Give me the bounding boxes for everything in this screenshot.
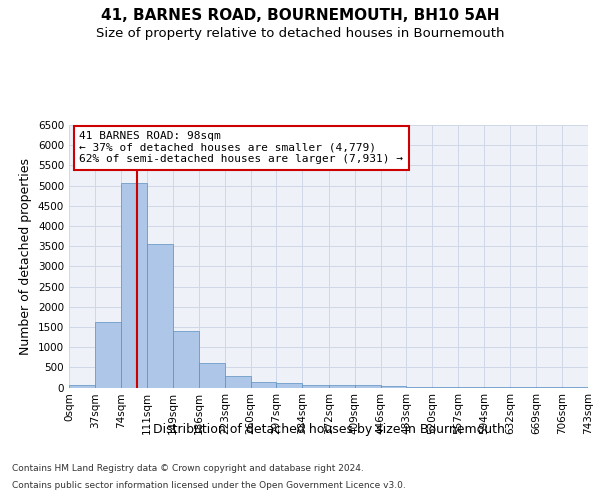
Text: Contains public sector information licensed under the Open Government Licence v3: Contains public sector information licen…	[12, 481, 406, 490]
Bar	[355, 386, 380, 388]
Bar	[302, 384, 329, 388]
Bar	[251, 382, 277, 388]
Bar	[121, 183, 146, 388]
Text: 41 BARNES ROAD: 98sqm
← 37% of detached houses are smaller (4,779)
62% of semi-d: 41 BARNES ROAD: 98sqm ← 37% of detached …	[79, 131, 403, 164]
Bar	[277, 384, 302, 388]
Bar	[146, 244, 173, 388]
Text: Contains HM Land Registry data © Crown copyright and database right 2024.: Contains HM Land Registry data © Crown c…	[12, 464, 364, 473]
Bar	[329, 386, 355, 388]
Bar	[95, 322, 121, 388]
Text: Size of property relative to detached houses in Bournemouth: Size of property relative to detached ho…	[96, 28, 504, 40]
Y-axis label: Number of detached properties: Number of detached properties	[19, 158, 32, 355]
Bar	[225, 376, 251, 388]
Bar	[69, 385, 95, 388]
Bar	[199, 363, 225, 388]
Bar	[173, 331, 199, 388]
Bar	[380, 386, 406, 388]
Bar	[406, 386, 432, 388]
Text: 41, BARNES ROAD, BOURNEMOUTH, BH10 5AH: 41, BARNES ROAD, BOURNEMOUTH, BH10 5AH	[101, 8, 499, 22]
Text: Distribution of detached houses by size in Bournemouth: Distribution of detached houses by size …	[153, 422, 505, 436]
